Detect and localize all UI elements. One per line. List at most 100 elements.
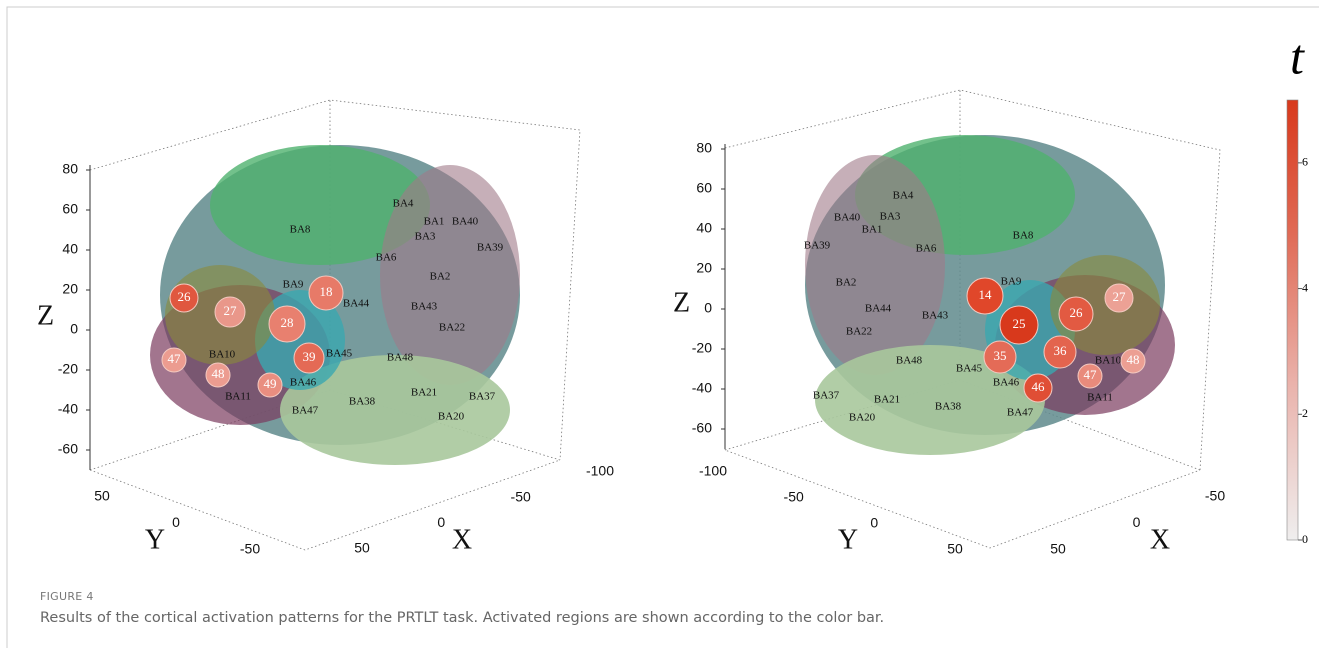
region-label: BA44 [343,298,370,310]
channel-label: 26 [1070,305,1084,320]
region-label: BA43 [922,310,949,322]
z-tick-label: -20 [58,361,78,377]
z-tick-label: 20 [696,260,712,276]
region-label: BA6 [376,252,397,264]
region-label: BA20 [438,411,465,423]
axis-label: X [452,524,472,555]
region-label: BA48 [896,355,923,367]
z-tick-label: 20 [62,281,78,297]
axis-tick-label: 0 [870,515,878,531]
region-label: BA11 [1087,392,1113,404]
caption: Results of the cortical activation patte… [40,610,884,626]
z-tick-label: 0 [704,300,712,316]
z-tick-label: -60 [692,420,712,436]
channel-label: 26 [178,289,192,304]
region-label: BA4 [893,190,914,202]
axis-tick-label: 0 [1133,514,1141,530]
panel: 80 60 40 20 0 -20 -40 -60 50 0 -50 -100 -50 0 50 Z Y X BA8… [37,100,614,557]
region-label: BA9 [1001,276,1022,288]
region-label: BA9 [283,279,304,291]
panel: 80 60 40 20 0 -20 -40 -60 -100 -50 0 50 -50 0 50 Z Y X BA4… [673,90,1225,557]
axis-label: Z [673,287,690,318]
region-label: BA1 [862,224,883,236]
channel-label: 14 [979,287,993,302]
axis-tick-label: -50 [1205,488,1225,504]
axis-tick-label: 50 [1050,541,1066,557]
region-label: BA22 [846,326,872,338]
axis-label: X [1150,524,1170,555]
axis-tick-label: 50 [94,488,110,504]
channel-label: 47 [168,351,182,366]
region-label: BA37 [813,390,840,402]
axis-label: Y [145,524,165,555]
region-label: BA1 [424,216,445,228]
region-label: BA46 [993,377,1020,389]
region-label: BA20 [849,412,876,424]
region-label: BA21 [874,394,900,406]
z-tick-label: 40 [696,220,712,236]
axis-tick-label: -50 [784,489,804,505]
region-label: BA43 [411,301,438,313]
colorbar-title: t [1290,28,1305,84]
region-label: BA4 [393,198,414,210]
channel-label: 48 [212,366,225,381]
region-label: BA39 [804,240,831,252]
region-label: BA8 [1013,230,1034,242]
region-label: BA47 [292,405,319,417]
region-label: BA45 [956,363,983,375]
axis-tick-label: 50 [354,540,370,556]
region-label: BA11 [225,391,251,403]
figure-label: FIGURE 4 [40,590,94,603]
region-label: BA2 [430,271,451,283]
axis-tick-label: 0 [172,514,180,530]
z-tick-label: 0 [70,321,78,337]
axis-label: Y [838,524,858,555]
z-tick-label: 40 [62,241,78,257]
channel-label: 39 [303,349,316,364]
colorbar-tick-label: 4 [1302,280,1308,294]
channel-label: 28 [281,315,294,330]
z-tick-label: 60 [696,180,712,196]
region-label: BA38 [935,401,962,413]
region-label: BA38 [349,396,376,408]
region-label: BA40 [834,212,861,224]
axis-tick-label: -100 [586,463,614,479]
colorbar-tick-label: 6 [1302,155,1308,169]
channel-label: 27 [1113,289,1127,304]
figure-graphic: 806040200-20-40-60500-50-100-50050ZYXBA8… [0,0,1319,648]
region-label: BA2 [836,277,857,289]
z-tick-label: 80 [696,140,712,156]
axis-tick-label: -50 [240,541,260,557]
axis-tick-label: 0 [437,514,445,530]
region-label: BA46 [290,377,317,389]
channel-label: 36 [1054,343,1068,358]
region-label: BA6 [916,243,937,255]
colorbar [1287,100,1298,540]
z-tick-label: -40 [58,401,78,417]
z-tick-label: 80 [62,161,78,177]
region-label: BA44 [865,303,892,315]
axis-tick-label: -100 [699,463,727,479]
region-label: BA48 [387,352,414,364]
region-label: BA45 [326,348,353,360]
region-label: BA37 [469,391,496,403]
z-tick-label: -20 [692,340,712,356]
channel-label: 25 [1013,316,1026,331]
region-label: BA10 [1095,355,1122,367]
axis-tick-label: -50 [511,488,531,504]
region-label: BA3 [415,231,436,243]
region-label: BA47 [1007,407,1034,419]
region-label: BA8 [290,224,311,236]
z-tick-label: -40 [692,380,712,396]
brain-region [805,155,945,375]
figure: 806040200-20-40-60500-50-100-50050ZYXBA8… [0,0,1319,648]
z-tick-label: -60 [58,441,78,457]
axis-label: Z [37,300,54,331]
colorbar-tick-label: 2 [1302,406,1308,420]
axis-tick-label: 50 [947,541,963,557]
region-label: BA22 [439,322,465,334]
channel-label: 48 [1127,352,1140,367]
channel-label: 46 [1032,379,1046,394]
z-tick-label: 60 [62,201,78,217]
